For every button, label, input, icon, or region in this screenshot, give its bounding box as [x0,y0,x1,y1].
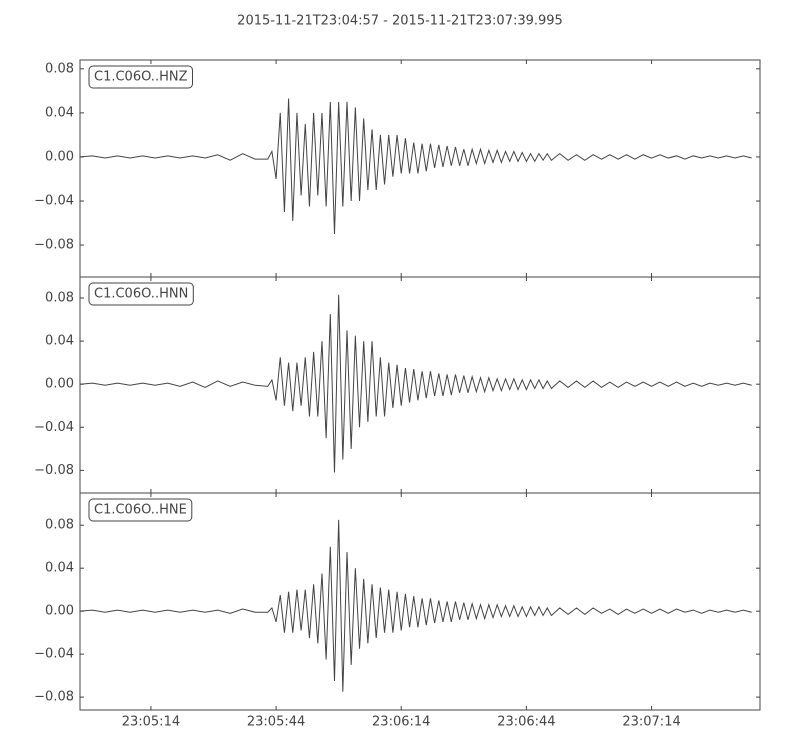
trace [80,519,752,692]
x-tick-label: 23:06:14 [372,715,430,730]
y-tick-label: 0.00 [45,377,74,392]
trace-label-box [88,282,194,306]
waveform [80,294,752,473]
waveform [80,98,752,235]
y-tick-label: 0.08 [45,518,74,533]
trace-label-box [88,65,193,89]
y-tick-label: −0.04 [34,193,74,208]
y-tick-label: 0.04 [45,334,74,349]
waveform [80,519,752,692]
y-tick-label: −0.08 [34,238,74,253]
axes-frame [79,492,761,711]
y-tick-label: 0.00 [45,149,74,164]
y-tick-label: −0.08 [34,463,74,478]
x-tick-label: 23:05:14 [122,715,180,730]
y-tick-label: 0.08 [45,291,74,306]
x-tick-label: 23:06:44 [497,715,555,730]
figure-title: 2015-11-21T23:04:57 - 2015-11-21T23:07:3… [237,14,563,29]
trace-label: C1.C06O..HNE [94,503,187,518]
trace-label-box [88,498,193,522]
y-tick-label: −0.08 [34,690,74,705]
y-tick-label: 0.00 [45,604,74,619]
y-tick-label: 0.08 [45,61,74,76]
x-tick-label: 23:07:14 [622,715,680,730]
y-tick-label: 0.04 [45,105,74,120]
trace-label: C1.C06O..HNZ [94,70,188,85]
y-tick-label: −0.04 [34,420,74,435]
trace [80,294,752,473]
y-tick-label: −0.04 [34,647,74,662]
y-tick-label: 0.04 [45,561,74,576]
x-tick-label: 23:05:44 [247,715,305,730]
axes-frame [79,59,761,278]
trace-label: C1.C06O..HNN [94,287,188,302]
trace [80,98,752,235]
